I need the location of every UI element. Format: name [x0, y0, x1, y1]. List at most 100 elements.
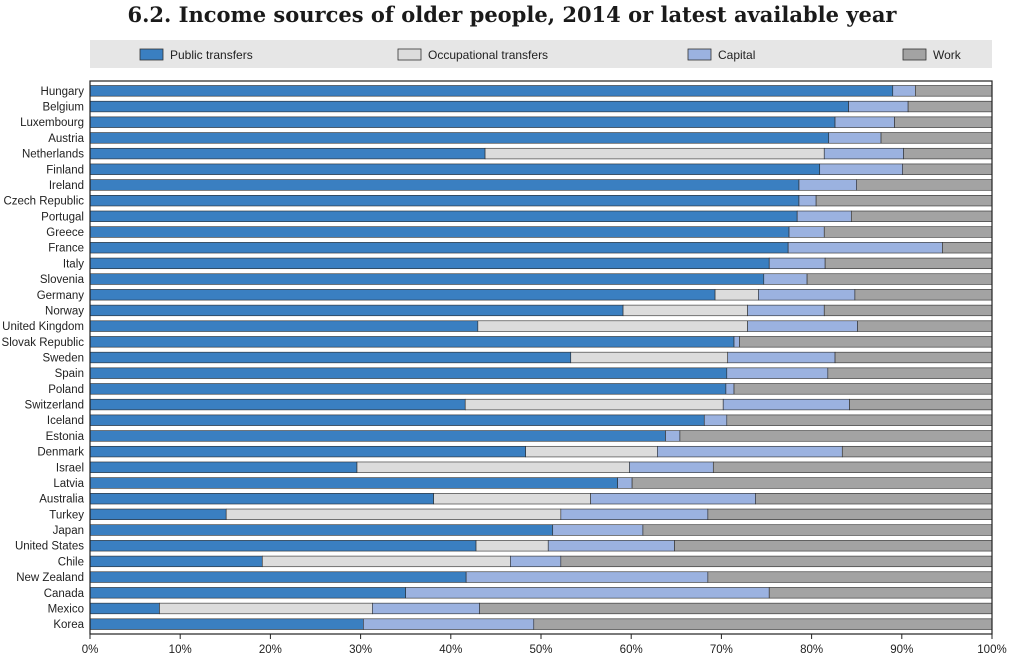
bar-turkey-occupational-transfers: [225, 508, 562, 520]
bar-estonia-capital: [665, 430, 681, 442]
category-label-austria: Austria: [48, 133, 84, 145]
category-label-israel: Israel: [56, 462, 84, 474]
bar-norway-work: [823, 304, 993, 317]
category-label-spain: Spain: [55, 368, 84, 380]
category-label-italy: Italy: [63, 258, 84, 270]
bar-portugal-work: [850, 210, 993, 222]
bar-israel-capital: [629, 461, 714, 473]
category-label-ireland: Ireland: [49, 180, 84, 192]
bar-korea-capital: [363, 618, 535, 630]
bar-slovenia-work: [806, 273, 993, 285]
bar-spain-work: [827, 367, 993, 379]
bar-japan-public-transfers: [89, 524, 554, 536]
bar-netherlands-occupational-transfers: [484, 147, 825, 160]
category-label-slovenia: Slovenia: [40, 274, 85, 286]
bar-hungary-public-transfers: [89, 85, 894, 97]
plot-frame: [89, 80, 993, 635]
bar-new-zealand-public-transfers: [89, 571, 467, 583]
bar-israel-occupational-transfers: [356, 461, 630, 473]
bar-new-zealand-work: [707, 571, 993, 583]
bar-australia-occupational-transfers: [433, 493, 591, 505]
bar-slovak-republic-public-transfers: [89, 336, 735, 348]
bar-estonia-public-transfers: [89, 430, 666, 442]
bar-spain-public-transfers: [89, 367, 728, 379]
x-tick-label: 10%: [169, 644, 192, 656]
bar-united-kingdom-work: [857, 320, 993, 332]
bar-united-states-work: [674, 540, 993, 552]
bar-canada-work: [768, 587, 993, 599]
category-label-norway: Norway: [45, 305, 84, 317]
bar-greece-work: [823, 226, 993, 238]
bar-finland-public-transfers: [89, 163, 821, 175]
category-label-france: France: [48, 243, 84, 255]
category-label-iceland: Iceland: [47, 415, 84, 427]
bar-greece-public-transfers: [89, 226, 790, 238]
bar-greece-capital: [788, 226, 825, 238]
bar-latvia-work: [631, 477, 993, 489]
bar-slovak-republic-capital: [733, 336, 740, 348]
category-label-finland: Finland: [46, 164, 84, 176]
bar-iceland-public-transfers: [89, 414, 705, 426]
bar-chile-work: [560, 555, 993, 568]
bar-luxembourg-capital: [834, 116, 895, 128]
bar-japan-capital: [552, 524, 644, 536]
bar-netherlands-public-transfers: [89, 147, 486, 160]
bar-turkey-capital: [560, 508, 709, 520]
bar-korea-work: [533, 618, 993, 630]
category-label-korea: Korea: [53, 619, 84, 631]
bar-poland-public-transfers: [89, 383, 727, 395]
category-label-belgium: Belgium: [42, 102, 84, 114]
bar-norway-occupational-transfers: [622, 304, 748, 317]
category-label-czech-republic: Czech Republic: [3, 196, 84, 208]
bar-belgium-capital: [848, 100, 909, 113]
bar-mexico-occupational-transfers: [159, 602, 373, 615]
category-axis-labels: Hungary Belgium Luxembourg Austria Netherlan…: [2, 86, 85, 631]
legend-label-work: Work: [933, 48, 962, 62]
category-label-united-states: United States: [15, 541, 84, 553]
bar-israel-work: [712, 461, 993, 473]
bar-sweden-public-transfers: [89, 351, 572, 364]
bar-latvia-public-transfers: [89, 477, 618, 489]
category-label-chile: Chile: [58, 556, 84, 568]
category-label-australia: Australia: [39, 494, 84, 506]
legend-label-public-transfers: Public transfers: [170, 48, 253, 62]
legend-swatch-capital: [687, 48, 712, 61]
x-tick-label: 90%: [890, 644, 913, 656]
bar-hungary-capital: [892, 85, 916, 97]
bar-belgium-public-transfers: [89, 100, 849, 113]
bar-germany-occupational-transfers: [714, 289, 759, 301]
category-label-denmark: Denmark: [37, 447, 84, 459]
bar-turkey-public-transfers: [89, 508, 227, 520]
category-label-canada: Canada: [44, 588, 85, 600]
bar-hungary-work: [915, 85, 993, 97]
bar-mexico-capital: [372, 602, 480, 615]
bar-iceland-capital: [703, 414, 728, 426]
bar-japan-work: [642, 524, 993, 536]
bar-france-public-transfers: [89, 242, 789, 254]
bar-australia-public-transfers: [89, 493, 434, 505]
x-tick-label: 100%: [977, 644, 1006, 656]
category-label-greece: Greece: [46, 227, 84, 239]
category-label-hungary: Hungary: [41, 86, 85, 98]
x-tick-label: 80%: [800, 644, 823, 656]
bar-united-states-occupational-transfers: [475, 540, 549, 552]
bar-chile-capital: [510, 555, 562, 568]
bar-germany-work: [854, 289, 993, 301]
bar-france-work: [942, 242, 993, 254]
bar-norway-capital: [747, 304, 825, 317]
bar-sweden-occupational-transfers: [570, 351, 729, 364]
bar-ireland-capital: [798, 179, 857, 191]
bar-switzerland-capital: [722, 398, 850, 411]
bar-finland-capital: [819, 163, 903, 175]
bar-turkey-work: [707, 508, 993, 520]
bar-iceland-work: [726, 414, 993, 426]
legend-label-occupational-transfers: Occupational transfers: [428, 48, 548, 62]
bar-norway-public-transfers: [89, 304, 624, 317]
bar-ireland-public-transfers: [89, 179, 800, 191]
bar-australia-capital: [590, 493, 756, 505]
legend-swatch-occupational-transfers: [397, 48, 422, 61]
bar-australia-work: [755, 493, 993, 505]
legend-label-capital: Capital: [718, 48, 755, 62]
category-label-japan: Japan: [53, 525, 84, 537]
bar-france-capital: [787, 242, 943, 254]
